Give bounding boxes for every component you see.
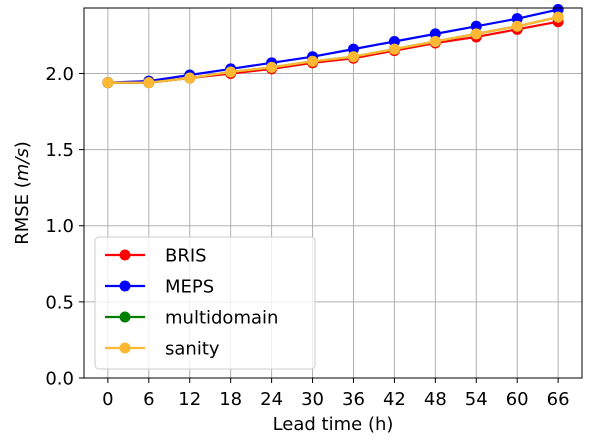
legend-label-sanity: sanity (165, 339, 220, 360)
series-point-sanity (429, 35, 441, 47)
series-point-sanity (143, 77, 155, 89)
x-tick-label: 36 (342, 389, 365, 410)
series-point-sanity (184, 72, 196, 84)
series-line-multidomain (107, 16, 559, 84)
series-point-sanity (225, 66, 237, 78)
series-point-sanity (266, 61, 278, 73)
legend-box (94, 236, 316, 370)
x-tick-label: 42 (383, 389, 406, 410)
series-point-sanity (102, 77, 114, 89)
y-axis-title-unit: m/s (12, 148, 33, 181)
series-point-meps (470, 20, 482, 32)
legend-label-bris: BRIS (165, 246, 207, 267)
x-tick-label: 54 (465, 389, 488, 410)
y-tick-label: 1.0 (45, 216, 74, 237)
series-point-meps (388, 35, 400, 47)
series-point-meps (429, 28, 441, 40)
series-line-meps (107, 8, 559, 84)
x-tick-label: 18 (219, 389, 242, 410)
x-tick-label: 30 (301, 389, 324, 410)
legend-label-multidomain: multidomain (165, 308, 278, 329)
axis-labels: Lead time (h) RMSE (m/s) (12, 141, 393, 435)
x-tick-label: 66 (547, 389, 570, 410)
series-line-sanity (107, 16, 559, 84)
legend: BRIS MEPS multidomain sanity (94, 236, 316, 370)
series-point-meps (347, 43, 359, 55)
y-axis-title: RMSE (m/s) (12, 141, 33, 245)
legend-swatch-marker-bris (119, 249, 131, 261)
series-point-sanity (470, 28, 482, 40)
x-tick-label: 0 (102, 389, 113, 410)
x-tick-label: 24 (260, 389, 283, 410)
y-axis-title-prefix: RMSE ( (12, 181, 33, 245)
x-tick-label: 6 (143, 389, 154, 410)
series-point-sanity (307, 55, 319, 67)
series-point-sanity (388, 43, 400, 55)
x-tick-label: 12 (178, 389, 201, 410)
series-point-meps (552, 4, 564, 16)
y-tick-label: 1.5 (45, 140, 74, 161)
legend-label-meps: MEPS (165, 277, 214, 298)
y-tick-label: 0.5 (45, 292, 74, 313)
ticks-layer: 0 6 12 18 24 30 36 42 48 54 60 66 0.0 0.5 1.0 1.5 2.0 (45, 64, 569, 410)
y-axis-title-suffix: ) (12, 141, 33, 148)
legend-swatch-marker-meps (119, 280, 131, 292)
series-layer (102, 4, 564, 89)
x-axis-title: Lead time (h) (273, 414, 394, 435)
series-point-sanity (511, 20, 523, 32)
legend-swatch-marker-multidomain (119, 311, 131, 323)
x-tick-label: 60 (506, 389, 529, 410)
y-tick-label: 0.0 (45, 369, 74, 390)
plot-frame (83, 7, 583, 379)
y-tick-label: 2.0 (45, 64, 74, 85)
series-point-sanity (347, 51, 359, 63)
x-tick-label: 48 (424, 389, 447, 410)
series-point-sanity (552, 11, 564, 23)
series-point-meps (511, 13, 523, 25)
legend-swatch-marker-sanity (119, 342, 131, 354)
